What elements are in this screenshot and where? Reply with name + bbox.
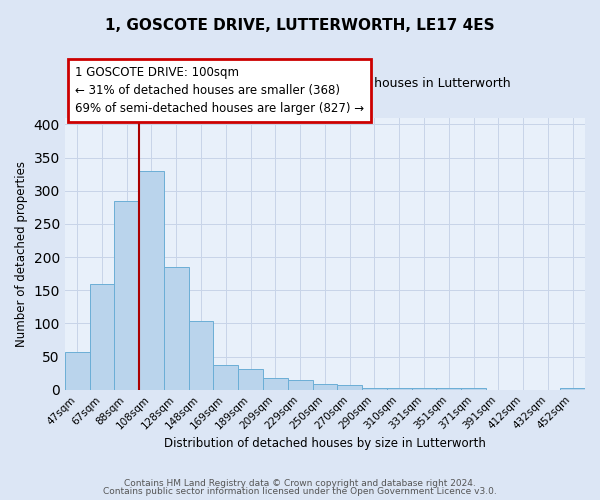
Text: Contains public sector information licensed under the Open Government Licence v3: Contains public sector information licen… — [103, 487, 497, 496]
Bar — [337, 385, 362, 390]
Bar — [139, 171, 164, 390]
Bar — [436, 388, 461, 390]
Bar — [65, 352, 89, 390]
Bar — [263, 378, 288, 390]
Bar — [412, 388, 436, 390]
Bar — [387, 388, 412, 390]
Bar — [560, 388, 585, 390]
Text: Contains HM Land Registry data © Crown copyright and database right 2024.: Contains HM Land Registry data © Crown c… — [124, 478, 476, 488]
Bar — [238, 368, 263, 390]
Bar — [115, 200, 139, 390]
Text: 1 GOSCOTE DRIVE: 100sqm
← 31% of detached houses are smaller (368)
69% of semi-d: 1 GOSCOTE DRIVE: 100sqm ← 31% of detache… — [75, 66, 364, 115]
Title: Size of property relative to detached houses in Lutterworth: Size of property relative to detached ho… — [140, 78, 510, 90]
Bar — [188, 322, 214, 390]
Bar — [164, 267, 188, 390]
Bar — [214, 364, 238, 390]
Y-axis label: Number of detached properties: Number of detached properties — [15, 161, 28, 347]
Bar — [89, 284, 115, 390]
Bar — [288, 380, 313, 390]
Bar — [461, 388, 486, 390]
Bar — [362, 388, 387, 390]
X-axis label: Distribution of detached houses by size in Lutterworth: Distribution of detached houses by size … — [164, 437, 486, 450]
Bar — [313, 384, 337, 390]
Text: 1, GOSCOTE DRIVE, LUTTERWORTH, LE17 4ES: 1, GOSCOTE DRIVE, LUTTERWORTH, LE17 4ES — [105, 18, 495, 32]
